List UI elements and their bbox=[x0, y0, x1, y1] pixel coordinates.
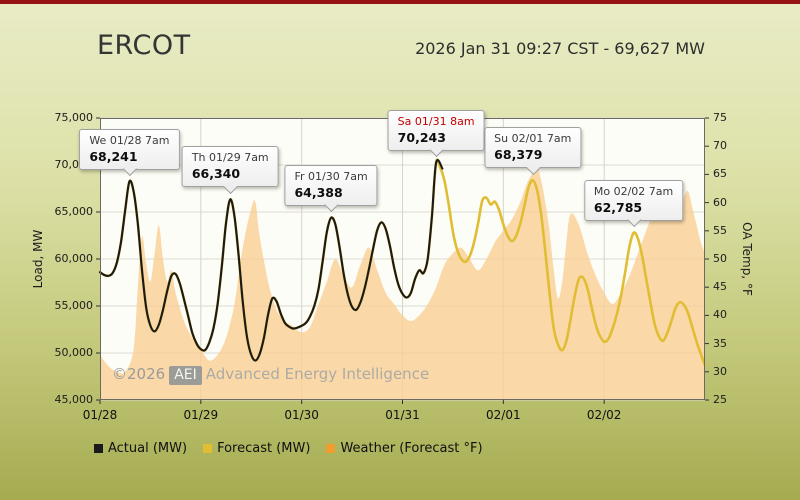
date-axis-tick-label: 01/28 bbox=[82, 408, 118, 422]
callout-peak-value: 62,785 bbox=[593, 199, 643, 215]
actual-line bbox=[98, 159, 444, 362]
callout-day-time: We 01/28 7am bbox=[89, 133, 170, 147]
temp-axis-tick-label: 75 bbox=[713, 111, 727, 124]
peak-callout: Mo 02/02 7am 62,785 bbox=[583, 179, 684, 228]
page-title: ERCOT bbox=[97, 30, 191, 61]
temp-axis-tick-label: 40 bbox=[713, 308, 727, 322]
y-axis-title-load: Load, MW bbox=[31, 229, 45, 289]
load-axis-tick-label: 45,000 bbox=[54, 393, 94, 406]
callout-peak-value: 70,243 bbox=[397, 129, 446, 145]
peak-callout: We 01/28 7am 68,241 bbox=[79, 128, 180, 177]
legend-swatch bbox=[326, 444, 336, 453]
y-axis-title-temp: OA Temp, °F bbox=[740, 222, 754, 296]
temp-axis-tick-label: 55 bbox=[713, 223, 727, 237]
date-axis-tick-label: 01/31 bbox=[385, 408, 420, 422]
legend-item[interactable]: Actual (MW) bbox=[94, 441, 187, 456]
date-axis-tick-label: 01/30 bbox=[284, 408, 319, 422]
watermark-company-name: Advanced Energy Intelligence bbox=[205, 365, 430, 383]
load-axis-tick-label: 65,000 bbox=[54, 205, 94, 218]
callout-day-time: Fr 01/30 7am bbox=[294, 169, 368, 183]
date-axis-tick-label: 02/01 bbox=[486, 408, 521, 422]
temp-axis-tick-label: 70 bbox=[713, 139, 727, 153]
temp-axis-tick-label: 60 bbox=[713, 195, 727, 209]
callout-day-time: Mo 02/02 7am bbox=[593, 184, 674, 198]
watermark-copyright: ©2026 bbox=[112, 365, 166, 383]
legend-swatch bbox=[94, 444, 103, 453]
load-axis-tick-label: 75,000 bbox=[54, 111, 94, 124]
load-axis-tick-label: 55,000 bbox=[54, 299, 94, 312]
weather-area bbox=[100, 168, 705, 400]
peak-callout: Su 02/01 7am 68,379 bbox=[484, 127, 582, 175]
legend-label: Forecast (MW) bbox=[217, 441, 311, 456]
callout-day-time: Su 02/01 7am bbox=[494, 132, 572, 146]
callout-peak-value: 68,379 bbox=[494, 147, 543, 163]
date-axis-tick-label: 01/29 bbox=[183, 408, 219, 422]
legend-item[interactable]: Forecast (MW) bbox=[203, 441, 310, 456]
temp-axis-tick-label: 25 bbox=[713, 393, 727, 406]
callout-day-time: Sa 01/31 8am bbox=[397, 114, 475, 128]
watermark: ©2026 AEI Advanced Energy Intelligence bbox=[112, 365, 429, 385]
top-accent-bar bbox=[0, 0, 800, 4]
legend-swatch bbox=[203, 444, 213, 453]
load-axis-tick-label: 50,000 bbox=[54, 346, 94, 359]
callout-peak-value: 68,241 bbox=[89, 148, 138, 164]
temp-axis-tick-label: 30 bbox=[713, 364, 727, 378]
temp-axis-tick-label: 45 bbox=[713, 280, 727, 294]
peak-callout: Th 01/29 7am 66,340 bbox=[181, 146, 279, 194]
peak-callout: Fr 01/30 7am 64,388 bbox=[284, 164, 378, 213]
chart-legend: Actual (MW) Forecast (MW) Weather (Forecas… bbox=[94, 441, 483, 456]
temp-axis-tick-label: 50 bbox=[713, 252, 727, 265]
legend-label: Actual (MW) bbox=[108, 441, 188, 456]
aei-logo: AEI bbox=[169, 366, 202, 385]
current-datetime-load: 2026 Jan 31 09:27 CST - 69,627 MW bbox=[415, 39, 705, 58]
current-peak-callout: Sa 01/31 8am 70,243 bbox=[387, 109, 485, 158]
callout-peak-value: 66,340 bbox=[191, 166, 241, 182]
callout-day-time: Th 01/29 7am bbox=[191, 151, 269, 165]
date-axis-tick-label: 02/02 bbox=[586, 408, 622, 422]
header: ERCOT 2026 Jan 31 09:27 CST - 69,627 MW bbox=[97, 30, 705, 61]
load-axis-tick-label: 60,000 bbox=[54, 252, 94, 265]
callout-peak-value: 64,388 bbox=[294, 184, 343, 200]
legend-label: Weather (Forecast °F) bbox=[340, 441, 483, 456]
temp-axis-tick-label: 35 bbox=[713, 336, 727, 350]
legend-item[interactable]: Weather (Forecast °F) bbox=[326, 441, 483, 456]
temp-axis-tick-label: 65 bbox=[713, 167, 727, 181]
